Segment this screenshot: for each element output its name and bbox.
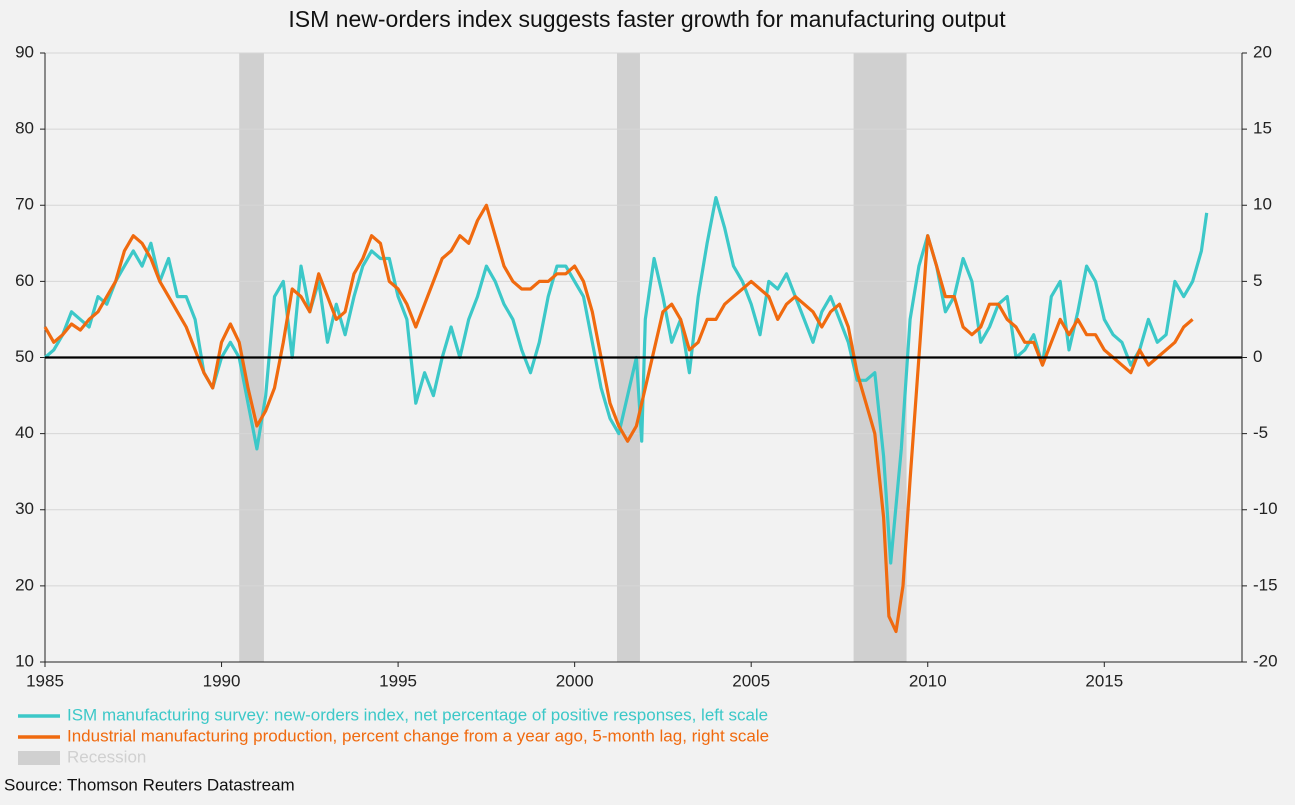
y2-tick-label: -20 <box>1253 651 1278 670</box>
y-tick-label: 60 <box>15 271 34 290</box>
y2-tick-label: 20 <box>1253 42 1272 61</box>
chart-title: ISM new-orders index suggests faster gro… <box>288 6 1006 32</box>
y-tick-label: 90 <box>15 42 34 61</box>
y2-tick-label: -15 <box>1253 575 1278 594</box>
y2-tick-label: -10 <box>1253 499 1278 518</box>
legend-label: Industrial manufacturing production, per… <box>67 726 769 745</box>
y-tick-label: 30 <box>15 499 34 518</box>
y2-tick-label: 0 <box>1253 347 1262 366</box>
series-line <box>43 203 1194 634</box>
legend-swatch <box>18 751 60 765</box>
y-tick-label: 20 <box>15 575 34 594</box>
x-tick-label: 1985 <box>26 671 64 690</box>
y2-tick-label: -5 <box>1253 423 1268 442</box>
y2-tick-label: 15 <box>1253 119 1272 138</box>
x-tick-label: 2000 <box>556 671 594 690</box>
legend-label: Recession <box>67 747 146 766</box>
y-tick-label: 80 <box>15 119 34 138</box>
x-tick-label: 2015 <box>1085 671 1123 690</box>
source: Source: Thomson Reuters Datastream <box>4 775 295 794</box>
y-tick-label: 70 <box>15 195 34 214</box>
y-tick-label: 50 <box>15 347 34 366</box>
series-line <box>43 196 1209 565</box>
y-tick-label: 40 <box>15 423 34 442</box>
x-tick-label: 1995 <box>379 671 417 690</box>
x-tick-label: 2005 <box>732 671 770 690</box>
y-tick-label: 10 <box>15 651 34 670</box>
y2-tick-label: 10 <box>1253 195 1272 214</box>
y2-tick-label: 5 <box>1253 271 1262 290</box>
x-tick-label: 2010 <box>909 671 947 690</box>
x-tick-label: 1990 <box>203 671 241 690</box>
legend-label: ISM manufacturing survey: new-orders ind… <box>67 705 768 724</box>
